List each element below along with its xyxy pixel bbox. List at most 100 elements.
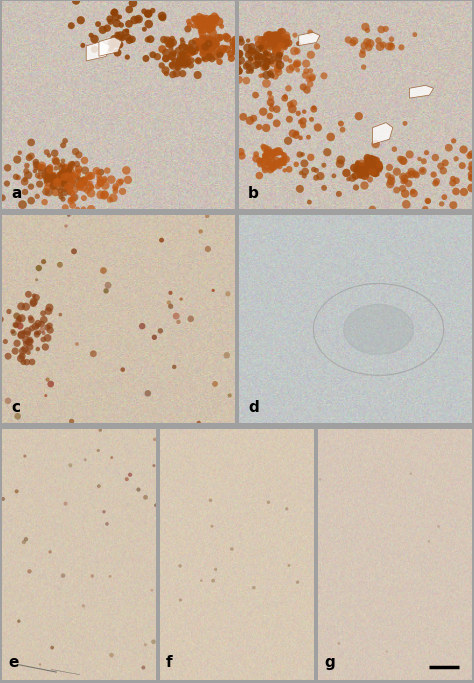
Point <box>179 57 186 68</box>
Point <box>293 128 301 139</box>
Point <box>246 46 254 57</box>
Point <box>266 111 273 122</box>
Point <box>95 171 103 182</box>
Point <box>0 193 6 204</box>
Text: c: c <box>12 400 21 415</box>
Point <box>264 148 272 159</box>
Point <box>87 178 94 189</box>
Point <box>212 16 220 27</box>
Point <box>194 55 202 66</box>
Point <box>91 33 98 44</box>
Point <box>273 37 281 48</box>
Point <box>367 158 375 169</box>
Point <box>265 29 273 40</box>
Point <box>22 166 30 177</box>
Point <box>408 167 415 178</box>
Point <box>183 58 191 69</box>
Point <box>308 73 316 84</box>
Point <box>75 166 82 177</box>
Point <box>80 193 88 204</box>
Point <box>358 157 365 168</box>
Point <box>27 195 35 206</box>
Point <box>24 329 32 339</box>
Point <box>158 44 166 55</box>
Point <box>59 169 66 180</box>
Point <box>302 66 310 76</box>
Point <box>53 171 60 182</box>
Point <box>46 320 54 331</box>
Point <box>205 23 213 34</box>
Point <box>57 174 64 185</box>
Point <box>30 290 38 301</box>
Point <box>59 570 67 581</box>
Point <box>166 39 174 50</box>
Point <box>69 176 77 187</box>
Point <box>250 582 258 593</box>
Point <box>273 159 281 170</box>
Point <box>26 566 33 577</box>
Point <box>194 21 201 32</box>
Point <box>16 313 23 324</box>
Point <box>64 182 71 193</box>
Point <box>468 149 474 160</box>
Point <box>68 188 76 199</box>
Point <box>391 143 398 154</box>
Point <box>62 162 70 173</box>
Point <box>289 62 296 73</box>
Point <box>61 165 69 176</box>
Point <box>323 147 331 158</box>
Point <box>66 186 74 197</box>
Point <box>49 172 56 183</box>
Point <box>197 25 205 36</box>
Point <box>197 226 204 237</box>
Point <box>290 98 297 109</box>
Point <box>354 157 362 168</box>
Point <box>286 64 293 75</box>
Point <box>27 335 35 346</box>
Point <box>67 196 74 207</box>
Point <box>410 188 418 199</box>
Point <box>349 173 356 184</box>
Point <box>275 33 283 44</box>
Point <box>12 320 20 331</box>
Point <box>204 20 211 31</box>
Point <box>235 57 243 68</box>
Point <box>51 171 59 182</box>
Point <box>216 47 224 58</box>
Point <box>4 395 12 406</box>
Point <box>46 324 54 335</box>
Point <box>274 36 282 47</box>
Point <box>167 288 174 298</box>
Point <box>162 53 170 64</box>
Point <box>263 122 270 133</box>
Point <box>108 452 116 463</box>
Point <box>177 50 184 61</box>
Point <box>201 39 208 50</box>
Point <box>34 170 42 181</box>
Point <box>32 163 40 173</box>
Point <box>52 155 59 166</box>
Point <box>339 124 346 135</box>
Point <box>468 172 474 183</box>
Point <box>177 42 184 53</box>
Point <box>468 172 474 183</box>
Point <box>468 164 474 175</box>
Point <box>209 42 216 53</box>
Point <box>26 342 34 352</box>
Point <box>80 176 87 187</box>
Point <box>77 176 84 187</box>
Point <box>257 42 265 53</box>
Point <box>203 18 211 29</box>
Point <box>65 175 73 186</box>
Point <box>186 42 193 53</box>
Point <box>62 166 70 177</box>
Point <box>449 173 456 184</box>
Point <box>264 39 272 50</box>
Point <box>273 118 281 129</box>
Point <box>27 315 35 326</box>
Point <box>369 165 376 176</box>
Point <box>176 57 184 68</box>
Point <box>277 49 285 60</box>
Point <box>275 57 283 68</box>
Point <box>25 289 32 300</box>
